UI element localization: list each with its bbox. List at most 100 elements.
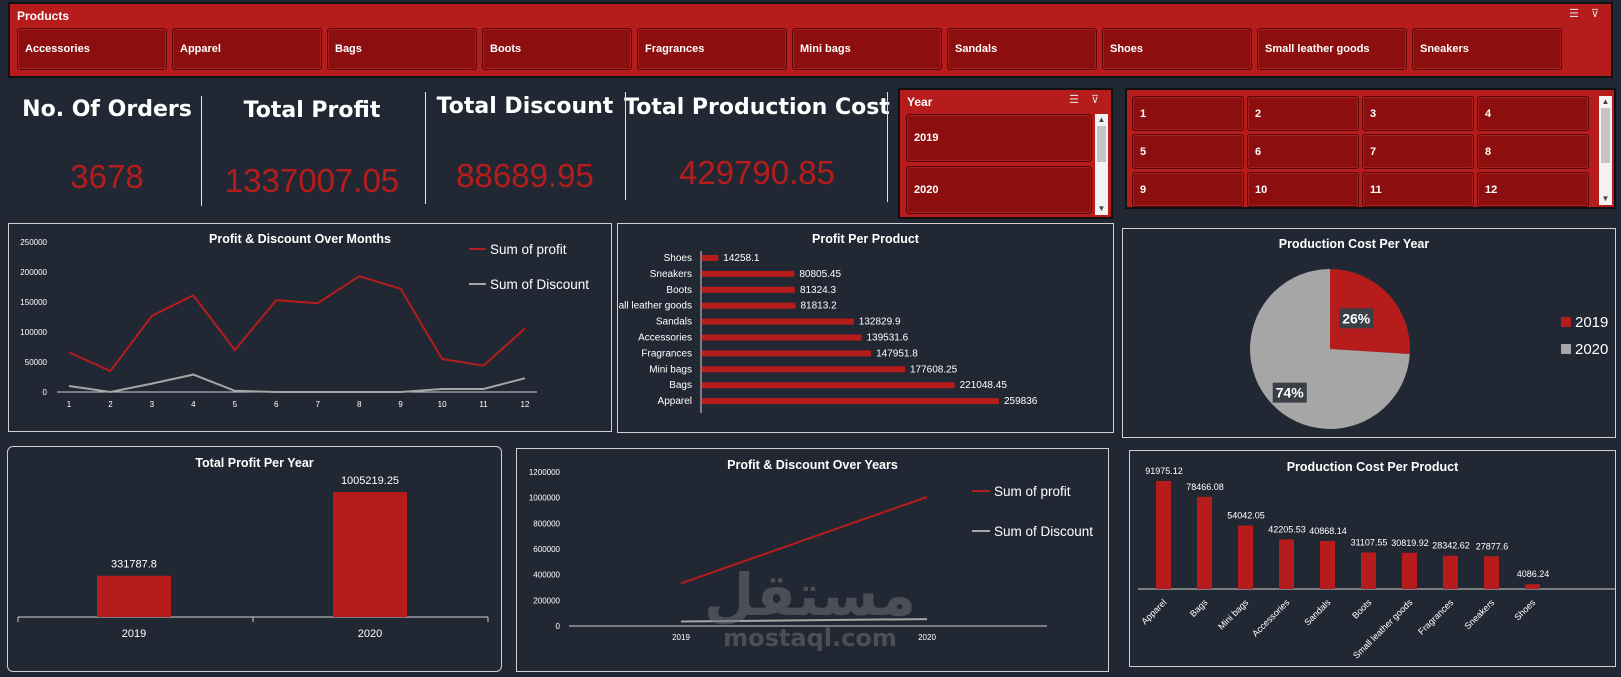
slicer-item-month-7[interactable]: 7: [1362, 134, 1474, 169]
category-label: Mini bags: [1216, 597, 1251, 632]
slicer-item-month-4[interactable]: 4: [1477, 96, 1589, 131]
chart-profit-discount-years: Profit & Discount Over Years 0 200000 4000…: [516, 448, 1109, 672]
year-slicer: Year ☰ ⊽ 2019 2020 ▲ ▼: [898, 88, 1113, 219]
category-label: Accessories: [1250, 597, 1292, 639]
kpi-value: 429790.85: [679, 154, 835, 191]
x-tick-label: 7: [316, 400, 321, 409]
data-label: 81324.3: [800, 285, 837, 296]
bar: [702, 318, 854, 325]
chart-profit-discount-months: Profit & Discount Over Months 0 50000 1000…: [8, 223, 612, 432]
slicer-item-apparel[interactable]: Apparel: [172, 28, 322, 70]
month-slicer-scrollbar[interactable]: ▲ ▼: [1599, 96, 1612, 205]
data-label: 30819.92: [1391, 538, 1429, 548]
data-label: 139531.6: [866, 333, 908, 344]
slicer-item-month-8[interactable]: 8: [1477, 134, 1589, 169]
slicer-item-year-2019[interactable]: 2019: [906, 114, 1092, 162]
data-label: 1005219.25: [341, 475, 399, 487]
slicer-item-boots[interactable]: Boots: [482, 28, 632, 70]
category-label: Sneakers: [650, 269, 692, 280]
chart-title: Profit & Discount Over Months: [209, 232, 391, 246]
multi-select-icon[interactable]: ☰: [1069, 94, 1085, 106]
slicer-item-shoes[interactable]: Shoes: [1102, 28, 1252, 70]
scroll-up-icon[interactable]: ▲: [1601, 97, 1610, 106]
data-label: 4086.24: [1517, 569, 1550, 579]
bar-chart: 331787.8 2019 1005219.25 2020: [17, 475, 489, 640]
slicer-item-accessories[interactable]: Accessories: [17, 28, 167, 70]
chart-total-profit-per-year: Total Profit Per Year 331787.8 2019 100521…: [7, 446, 502, 672]
slicer-item-bags[interactable]: Bags: [327, 28, 477, 70]
chart-production-cost-per-product: Production Cost Per Product 91975.12 Appa…: [1129, 450, 1616, 667]
scroll-down-icon[interactable]: ▼: [1601, 194, 1610, 203]
data-label: 31107.55: [1351, 537, 1388, 547]
slicer-item-month-11[interactable]: 11: [1362, 172, 1474, 207]
year-slicer-scrollbar[interactable]: ▲ ▼: [1095, 114, 1108, 215]
legend-label: Sum of profit: [490, 242, 567, 257]
legend-label: 2020: [1575, 341, 1608, 358]
category-label: Fragrances: [641, 348, 692, 359]
bar: [1156, 481, 1171, 589]
slicer-item-month-6[interactable]: 6: [1247, 134, 1359, 169]
scroll-up-icon[interactable]: ▲: [1097, 115, 1106, 124]
bar: [702, 286, 795, 293]
bar: [1402, 552, 1417, 589]
y-tick-label: 150000: [20, 298, 47, 307]
slicer-item-year-2020[interactable]: 2020: [906, 166, 1092, 214]
data-label: 14258.1: [723, 253, 760, 264]
kpi-label: No. Of Orders: [22, 97, 192, 122]
data-label-box: [1272, 382, 1307, 403]
category-label: Bags: [669, 380, 692, 391]
bar: [702, 270, 795, 277]
category-label: Shoes: [664, 253, 692, 264]
scroll-thumb[interactable]: [1601, 108, 1610, 163]
data-label: 177608.25: [910, 364, 958, 375]
slicer-item-mini-bags[interactable]: Mini bags: [792, 28, 942, 70]
kpi-label: Total Production Cost: [624, 95, 890, 120]
slicer-item-month-12[interactable]: 12: [1477, 172, 1589, 207]
clear-filter-icon[interactable]: ⊽: [1590, 8, 1605, 20]
chart-production-cost-per-year: Production Cost Per Year 26% 74% 2019 2020: [1122, 228, 1616, 438]
series-line-0: [680, 496, 928, 585]
kpi-separator: [625, 92, 626, 200]
slicer-item-month-5[interactable]: 5: [1132, 134, 1244, 169]
category-label: Boots: [666, 285, 692, 296]
slicer-item-month-2[interactable]: 2: [1247, 96, 1359, 131]
y-tick-label: 250000: [20, 238, 47, 247]
bar: [702, 366, 905, 373]
slicer-item-month-10[interactable]: 10: [1247, 172, 1359, 207]
kpi-label: Total Discount: [436, 94, 614, 119]
slicer-item-fragrances[interactable]: Fragrances: [637, 28, 787, 70]
multi-select-icon[interactable]: ☰: [1569, 8, 1585, 20]
slicer-item-sneakers[interactable]: Sneakers: [1412, 28, 1562, 70]
series-line-1: [68, 373, 526, 394]
line-chart: 0 200000 400000 600000 800000 1000000 1200000 2…: [529, 468, 1093, 642]
kpi-separator: [887, 92, 888, 202]
slicer-item-sandals[interactable]: Sandals: [947, 28, 1097, 70]
slicer-item-month-3[interactable]: 3: [1362, 96, 1474, 131]
scroll-down-icon[interactable]: ▼: [1097, 204, 1106, 213]
clear-filter-icon[interactable]: ⊽: [1090, 94, 1105, 106]
slicer-item-month-9[interactable]: 9: [1132, 172, 1244, 207]
category-label: Small leather goods: [618, 301, 692, 312]
chart-title: Profit Per Product: [812, 232, 919, 246]
data-label: 27877.6: [1476, 541, 1509, 551]
y-tick-label: 200000: [20, 268, 47, 277]
category-label: Shoes: [1512, 597, 1537, 622]
x-tick-label: 9: [398, 400, 403, 409]
y-tick-label: 400000: [533, 571, 560, 580]
data-label: 28342.62: [1432, 541, 1470, 551]
bar: [1525, 584, 1540, 589]
scroll-thumb[interactable]: [1097, 126, 1106, 162]
slicer-item-small-leather-goods[interactable]: Small leather goods: [1257, 28, 1407, 70]
data-label: 80805.45: [799, 269, 841, 280]
x-tick-label: 6: [274, 400, 279, 409]
bar-chart: 91975.12 Apparel 78466.08 Bags 54042.05 Mini …: [1138, 466, 1615, 661]
category-label: Bags: [1188, 597, 1210, 619]
bar: [702, 382, 955, 389]
slicer-item-month-1[interactable]: 1: [1132, 96, 1244, 131]
category-label: Sneakers: [1462, 597, 1496, 631]
data-label: 81813.2: [801, 301, 838, 312]
chart-title: Total Profit Per Year: [195, 456, 314, 470]
data-label: 147951.8: [876, 348, 918, 359]
x-tick-label: 12: [521, 400, 530, 409]
data-label: 132829.9: [859, 317, 901, 328]
